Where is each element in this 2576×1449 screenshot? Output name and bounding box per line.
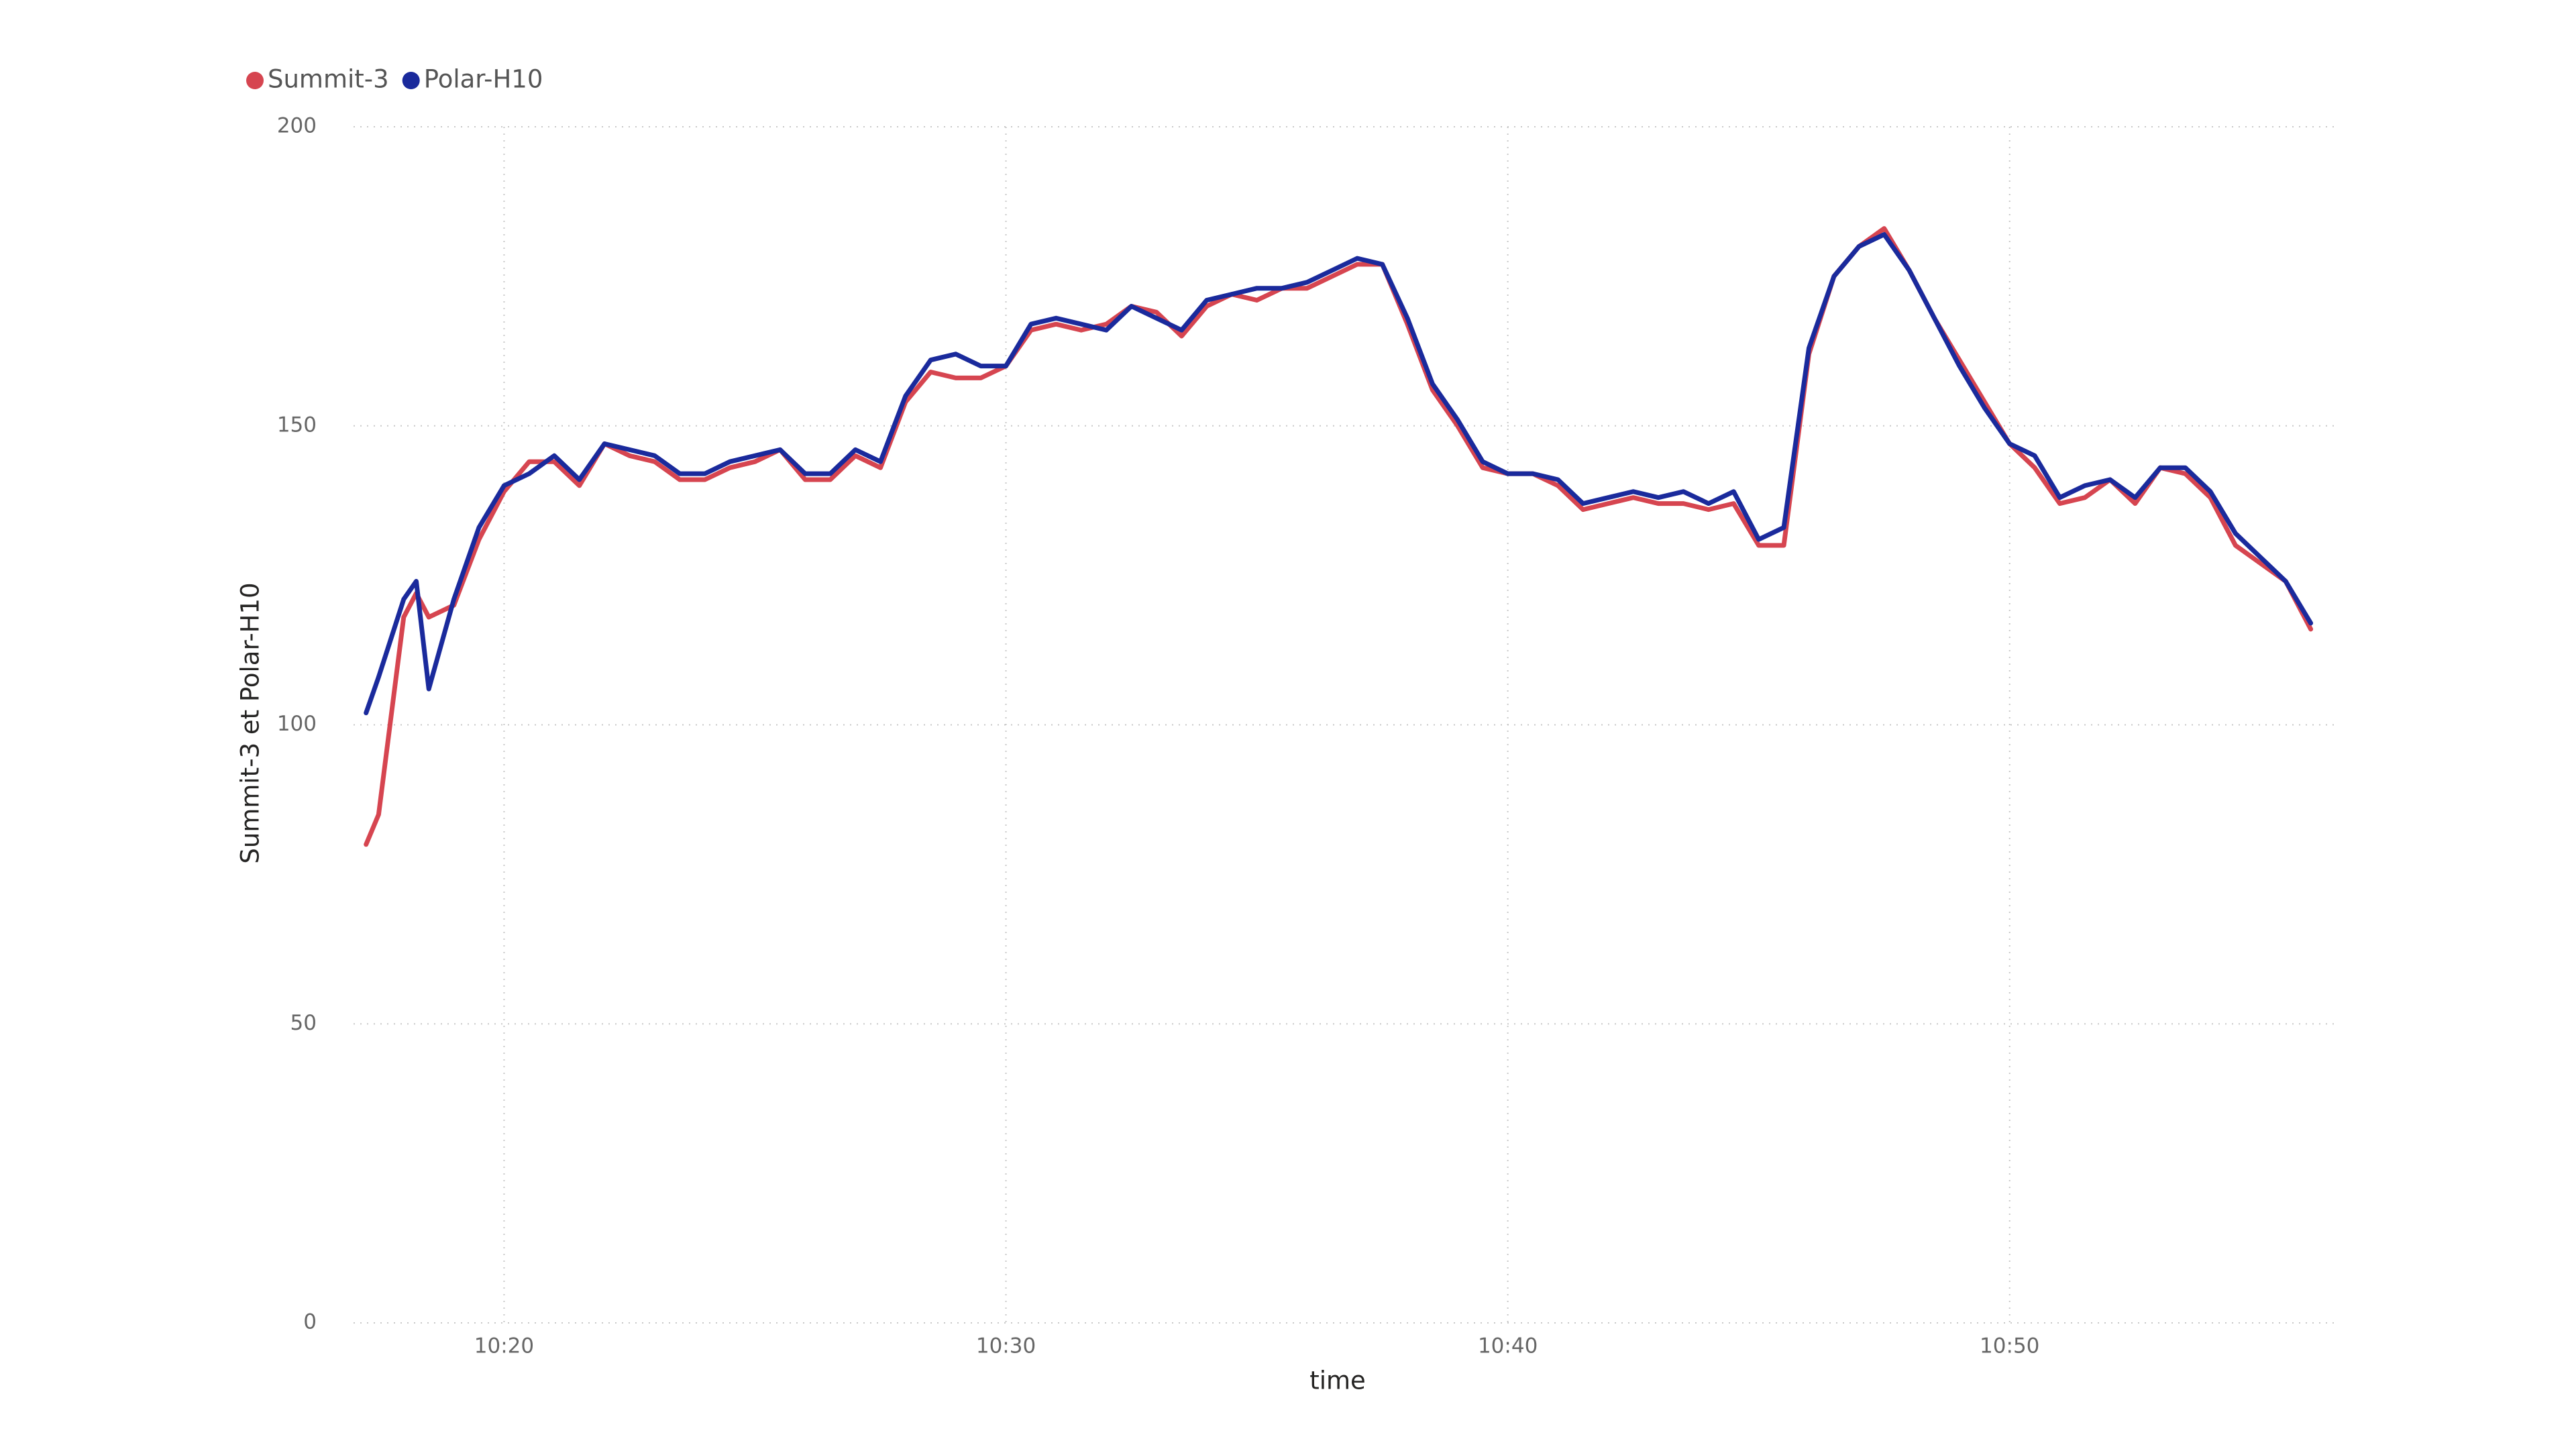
y-tick-label: 0 (303, 1310, 317, 1334)
y-tick-label: 50 (290, 1011, 317, 1035)
y-tick-label: 200 (277, 114, 317, 138)
legend-marker (246, 72, 264, 89)
line-series (364, 232, 2314, 716)
legend-label: Polar-H10 (424, 65, 543, 94)
line-series (364, 226, 2314, 847)
legend-marker (402, 72, 420, 89)
y-tick-label: 150 (277, 413, 317, 437)
legend-label: Summit-3 (268, 65, 389, 94)
y-axis-title: Summit-3 et Polar-H10 (236, 582, 265, 863)
x-tick-label: 10:30 (976, 1334, 1036, 1358)
x-tick-label: 10:50 (1980, 1334, 2039, 1358)
x-tick-label: 10:20 (474, 1334, 534, 1358)
x-tick-label: 10:40 (1478, 1334, 1538, 1358)
y-tick-label: 100 (277, 712, 317, 736)
x-axis-title: time (1309, 1366, 1366, 1395)
